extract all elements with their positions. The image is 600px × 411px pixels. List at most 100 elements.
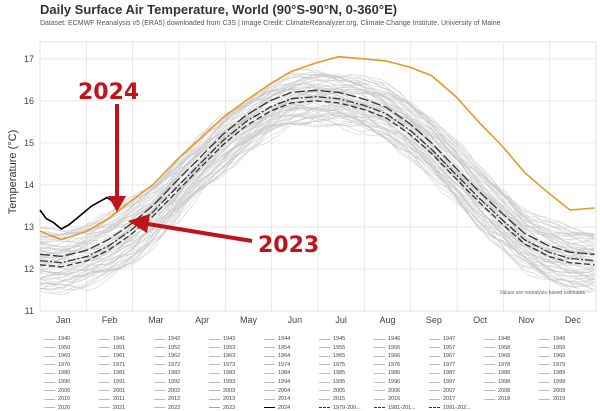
legend-item[interactable]: 1986: [374, 370, 400, 376]
label-2023: 2023: [258, 233, 319, 258]
legend-item[interactable]: 1989: [539, 370, 565, 376]
legend-item[interactable]: 1995: [319, 379, 345, 385]
legend-item[interactable]: 1956: [374, 345, 400, 351]
legend-item[interactable]: 1997: [429, 379, 455, 385]
legend-item[interactable]: 2006: [374, 388, 400, 394]
legend-item[interactable]: 1940: [44, 336, 70, 342]
legend-label: 1977: [443, 361, 456, 368]
legend-item[interactable]: 1969: [539, 353, 565, 359]
legend-swatch-icon: [484, 390, 495, 392]
legend-item[interactable]: 1960: [44, 353, 70, 359]
legend-item[interactable]: 1994: [264, 379, 290, 385]
legend-item[interactable]: 1957: [429, 345, 455, 351]
legend-item[interactable]: 1981-201...: [374, 405, 416, 411]
legend-item[interactable]: 1950: [44, 345, 70, 351]
legend-item[interactable]: 1991-202...: [429, 405, 471, 411]
legend-item[interactable]: 2023: [209, 405, 235, 411]
legend-item[interactable]: 1967: [429, 353, 455, 359]
legend-item[interactable]: 2009: [539, 388, 565, 394]
legend-item[interactable]: 1951: [99, 345, 125, 351]
legend-item[interactable]: 2024: [264, 405, 290, 411]
legend-item[interactable]: 1970: [44, 362, 70, 368]
legend-item[interactable]: 2007: [429, 388, 455, 394]
legend-item[interactable]: 1979: [539, 362, 565, 368]
legend-item[interactable]: 1971: [99, 362, 125, 368]
legend-item[interactable]: 2003: [209, 388, 235, 394]
legend-item[interactable]: 1993: [209, 379, 235, 385]
legend-item[interactable]: 1978: [484, 362, 510, 368]
legend-item[interactable]: 2021: [99, 405, 125, 411]
legend-item[interactable]: 1954: [264, 345, 290, 351]
legend-label: 1955: [333, 344, 346, 351]
legend-swatch-icon: [99, 364, 110, 366]
legend-item[interactable]: 1998: [484, 379, 510, 385]
legend-item[interactable]: 1965: [319, 353, 345, 359]
legend-item[interactable]: 2012: [154, 396, 180, 402]
legend-item[interactable]: 1966: [374, 353, 400, 359]
legend-swatch-icon: [154, 364, 165, 366]
legend-item[interactable]: 1981: [99, 370, 125, 376]
legend-item[interactable]: 1946: [374, 336, 400, 342]
legend-item[interactable]: 1964: [264, 353, 290, 359]
legend-item[interactable]: 2022: [154, 405, 180, 411]
legend-label: 1967: [443, 353, 456, 360]
legend-item[interactable]: 1968: [484, 353, 510, 359]
legend-item[interactable]: 2000: [44, 388, 70, 394]
legend-item[interactable]: 2002: [154, 388, 180, 394]
legend-item[interactable]: 2013: [209, 396, 235, 402]
legend-item[interactable]: 1982: [154, 370, 180, 376]
legend-item[interactable]: 1961: [99, 353, 125, 359]
legend-item[interactable]: 1941: [99, 336, 125, 342]
legend-item[interactable]: 2008: [484, 388, 510, 394]
legend-swatch-icon: [484, 372, 495, 374]
legend-item[interactable]: 1945: [319, 336, 345, 342]
legend-item[interactable]: 1943: [209, 336, 235, 342]
legend-item[interactable]: 1958: [484, 345, 510, 351]
legend-item[interactable]: 1975: [319, 362, 345, 368]
legend-item[interactable]: 1979-200...: [319, 405, 361, 411]
legend-label: 1970: [58, 361, 71, 368]
legend-item[interactable]: 2020: [44, 405, 70, 411]
legend-item[interactable]: 2016: [374, 396, 400, 402]
legend-item[interactable]: 2019: [539, 396, 565, 402]
legend-item[interactable]: 1973: [209, 362, 235, 368]
legend-item[interactable]: 1992: [154, 379, 180, 385]
legend-item[interactable]: 1972: [154, 362, 180, 368]
legend-item[interactable]: 1952: [154, 345, 180, 351]
legend-item[interactable]: 2017: [429, 396, 455, 402]
legend-item[interactable]: 2004: [264, 388, 290, 394]
legend-item[interactable]: 1996: [374, 379, 400, 385]
legend-item[interactable]: 1980: [44, 370, 70, 376]
legend-item[interactable]: 2011: [99, 396, 125, 402]
legend-item[interactable]: 1955: [319, 345, 345, 351]
legend-item[interactable]: 2014: [264, 396, 290, 402]
legend-item[interactable]: 1963: [209, 353, 235, 359]
legend-item[interactable]: 1991: [99, 379, 125, 385]
legend-item[interactable]: 1987: [429, 370, 455, 376]
legend-item[interactable]: 1985: [319, 370, 345, 376]
legend-item[interactable]: 1959: [539, 345, 565, 351]
legend-item[interactable]: 2005: [319, 388, 345, 394]
legend-item[interactable]: 1977: [429, 362, 455, 368]
legend-item[interactable]: 2015: [319, 396, 345, 402]
legend-item[interactable]: 1949: [539, 336, 565, 342]
legend-label: 1978: [498, 361, 511, 368]
legend-item[interactable]: 1990: [44, 379, 70, 385]
legend-item[interactable]: 1962: [154, 353, 180, 359]
legend-item[interactable]: 1976: [374, 362, 400, 368]
legend-item[interactable]: 1988: [484, 370, 510, 376]
legend-item[interactable]: 2018: [484, 396, 510, 402]
legend-label: 1979: [553, 361, 566, 368]
background-year-line: [39, 78, 595, 244]
legend-item[interactable]: 1948: [484, 336, 510, 342]
legend-item[interactable]: 1984: [264, 370, 290, 376]
legend-item[interactable]: 2001: [99, 388, 125, 394]
legend-item[interactable]: 1944: [264, 336, 290, 342]
legend-item[interactable]: 2010: [44, 396, 70, 402]
legend-item[interactable]: 1974: [264, 362, 290, 368]
legend-item[interactable]: 1983: [209, 370, 235, 376]
legend-item[interactable]: 1999: [539, 379, 565, 385]
legend-item[interactable]: 1942: [154, 336, 180, 342]
legend-item[interactable]: 1953: [209, 345, 235, 351]
legend-item[interactable]: 1947: [429, 336, 455, 342]
